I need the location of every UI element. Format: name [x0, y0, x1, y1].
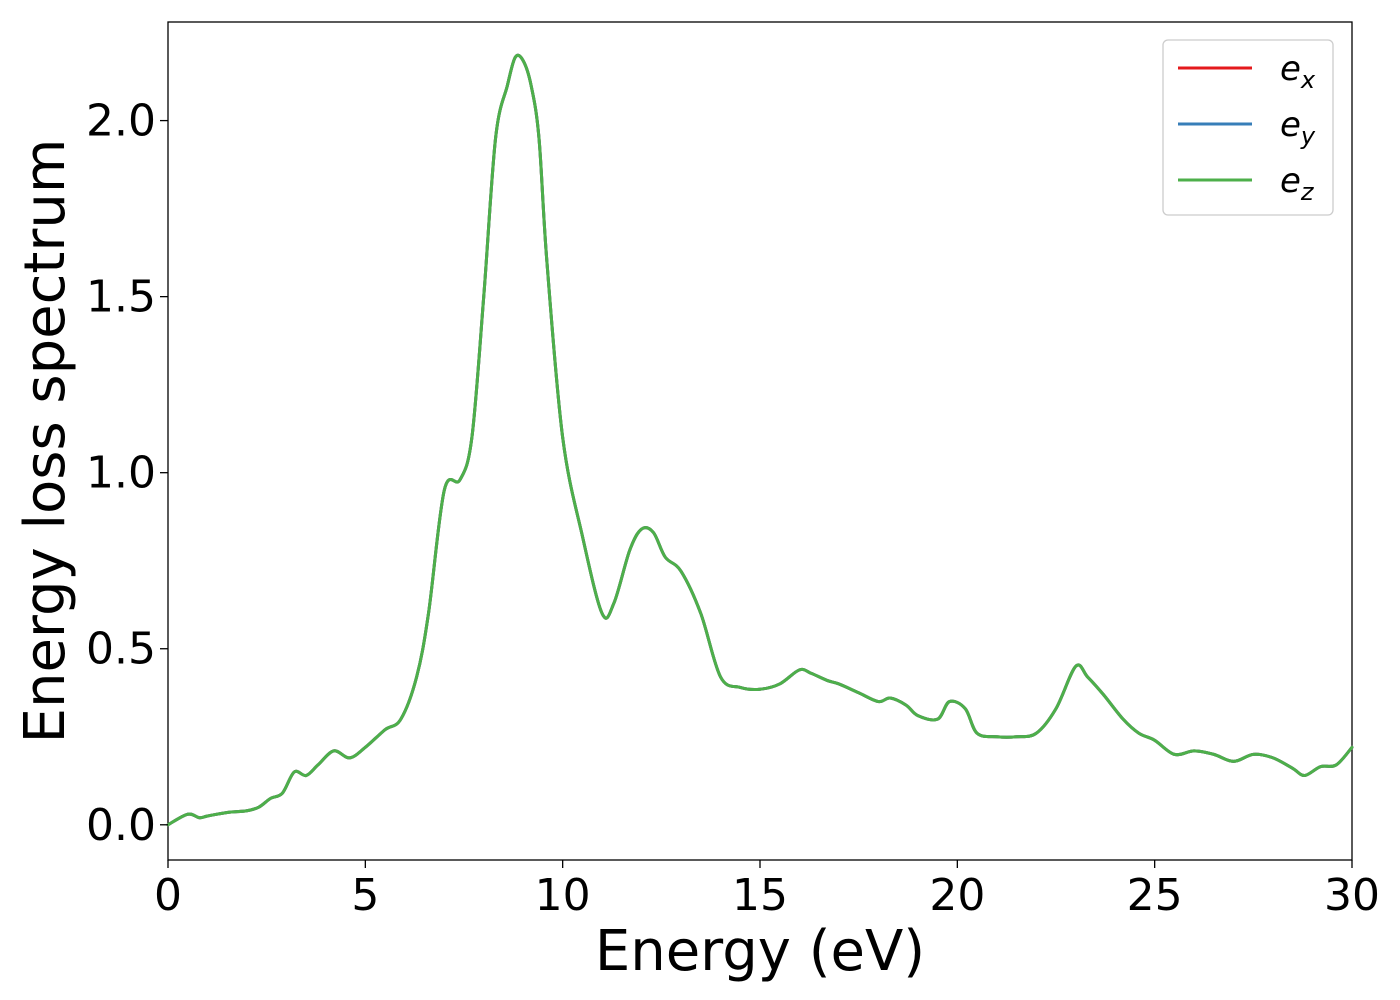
legend-label-e_z: ez — [1280, 161, 1315, 206]
x-tick-label: 30 — [1324, 870, 1380, 921]
legend-label-e_y: ey — [1280, 105, 1316, 150]
x-tick-label: 15 — [732, 870, 788, 921]
x-axis-label: Energy (eV) — [595, 919, 925, 984]
y-tick-label: 0.5 — [86, 624, 156, 675]
y-tick-label: 1.0 — [86, 448, 156, 499]
x-tick-label: 20 — [929, 870, 985, 921]
y-axis-ticks: 0.0 0.5 1.0 1.5 2.0 — [86, 96, 168, 851]
y-tick-label: 1.5 — [86, 272, 156, 323]
y-axis-label: Energy loss spectrum — [13, 139, 78, 744]
x-tick-label: 25 — [1127, 870, 1183, 921]
legend-box — [1162, 39, 1334, 216]
x-tick-label: 5 — [351, 870, 379, 921]
legend: ex ey ez — [1162, 39, 1334, 216]
x-tick-label: 10 — [535, 870, 591, 921]
x-axis-ticks: 0 5 10 15 20 25 30 — [154, 860, 1380, 921]
y-tick-label: 0.0 — [86, 800, 156, 851]
x-tick-label: 0 — [154, 870, 182, 921]
series-line-e_z — [166, 53, 1354, 827]
series-layer — [166, 53, 1354, 827]
legend-label-e_x: ex — [1280, 49, 1316, 94]
y-tick-label: 2.0 — [86, 96, 156, 147]
